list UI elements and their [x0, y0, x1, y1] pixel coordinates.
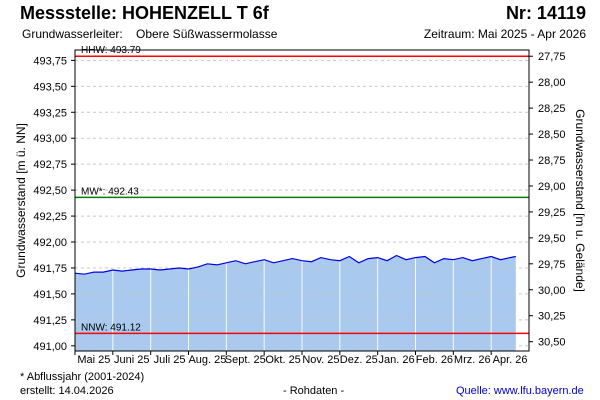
y-tick-label-left: 491,00 — [33, 341, 67, 353]
y-tick-label-right: 30,25 — [538, 311, 566, 323]
aquifer-label: Grundwasserleiter: — [22, 27, 123, 41]
source-link[interactable]: Quelle: www.lfu.bayern.de — [456, 385, 584, 397]
y-tick-label-right: 28,50 — [538, 129, 566, 141]
station-number: Nr: 14119 — [505, 3, 586, 23]
y-tick-label-left: 492,75 — [33, 159, 67, 171]
series-line — [74, 254, 516, 275]
y-tick-label-left: 492,25 — [33, 211, 67, 223]
x-tick-label: Mai 25 — [77, 354, 110, 366]
plot-frame — [74, 49, 530, 352]
x-tick-label: Feb. 26 — [416, 354, 453, 366]
x-tick-label: Okt. 25 — [265, 354, 300, 366]
series-area — [75, 255, 516, 351]
x-tick-label: Nov. 25 — [302, 354, 339, 366]
y-tick-label-right: 29,50 — [538, 233, 566, 245]
reference-line-label: MW*: 492.43 — [81, 186, 139, 197]
x-tick-label: Aug. 25 — [188, 354, 226, 366]
x-tick-label: Sept. 25 — [225, 354, 266, 366]
y-tick-label-right: 29,25 — [538, 207, 566, 219]
x-tick-label: Apr. 26 — [493, 354, 528, 366]
y-tick-label-right: 27,75 — [538, 51, 566, 63]
reference-line-label: NNW: 491.12 — [81, 322, 141, 333]
y-axis-label-left: Grundwasserstand [m ü. NN] — [14, 123, 28, 278]
y-axis-label-right: Grundwasserstand [m u. Gelände] — [573, 109, 587, 292]
y-tick-label-right: 28,25 — [538, 103, 566, 115]
y-tick-label-left: 491,25 — [33, 315, 67, 327]
reference-line-label: HHW: 493.79 — [81, 45, 141, 56]
y-tick-label-left: 492,50 — [33, 185, 67, 197]
y-tick-label-left: 493,25 — [33, 107, 67, 119]
y-tick-label-left: 491,75 — [33, 263, 67, 275]
x-tick-label: Mrz. 26 — [454, 354, 491, 366]
y-tick-label-left: 492,00 — [33, 237, 67, 249]
y-tick-label-right: 29,00 — [538, 181, 566, 193]
x-tick-label: Juni 25 — [114, 354, 149, 366]
aquifer-value: Obere Süßwassermolasse — [136, 27, 278, 41]
x-tick-label: Juli 25 — [154, 354, 186, 366]
created-date: erstellt: 14.04.2026 — [20, 385, 114, 397]
y-tick-label-right: 29,75 — [538, 259, 566, 271]
x-tick-label: Jan. 26 — [379, 354, 415, 366]
y-tick-label-left: 493,75 — [33, 55, 67, 67]
y-tick-label-right: 30,50 — [538, 337, 566, 349]
footnote: * Abflussjahr (2001-2024) — [20, 371, 145, 383]
raw-data-note: - Rohdaten - — [283, 385, 345, 397]
x-tick-label: Dez. 25 — [340, 354, 378, 366]
y-tick-label-right: 30,00 — [538, 285, 566, 297]
y-tick-label-right: 28,75 — [538, 155, 566, 167]
page-title: Messstelle: HOHENZELL T 6f — [20, 3, 269, 23]
y-tick-label-left: 493,50 — [33, 81, 67, 93]
period-label: Zeitraum: Mai 2025 - Apr 2026 — [423, 27, 586, 41]
y-tick-label-left: 491,50 — [33, 289, 67, 301]
y-tick-label-left: 493,00 — [33, 133, 67, 145]
y-tick-label-right: 28,00 — [538, 77, 566, 89]
